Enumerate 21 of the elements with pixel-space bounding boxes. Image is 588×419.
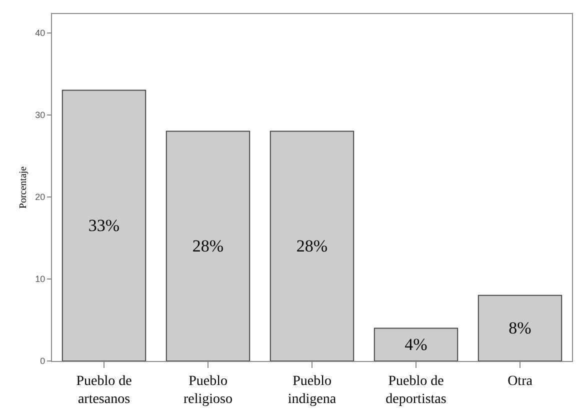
bar (166, 130, 250, 361)
data-label: 8% (508, 318, 532, 338)
y-tick-label: 20 (35, 192, 46, 202)
x-tick-label: Pueblo de artesanos (76, 374, 132, 407)
bar (374, 328, 458, 361)
y-tick-label: 40 (35, 28, 46, 38)
bar (62, 90, 146, 361)
y-tick-label: 10 (35, 274, 46, 284)
data-label: 33% (88, 216, 120, 236)
bar (270, 130, 354, 361)
y-tick-label: 0 (40, 356, 46, 366)
x-tick-label: Pueblo religioso (184, 374, 232, 407)
data-label: 28% (192, 236, 224, 256)
x-tick-label: Pueblo indigena (288, 374, 337, 407)
data-label: 4% (404, 335, 428, 354)
x-tick-label: Pueblo de deportistas (386, 374, 446, 407)
data-label: 28% (296, 236, 328, 256)
y-tick-label: 30 (35, 110, 46, 120)
x-tick-label: Otra (508, 374, 534, 389)
bar (478, 294, 562, 361)
y-axis-title: Porcentaje (18, 166, 30, 209)
